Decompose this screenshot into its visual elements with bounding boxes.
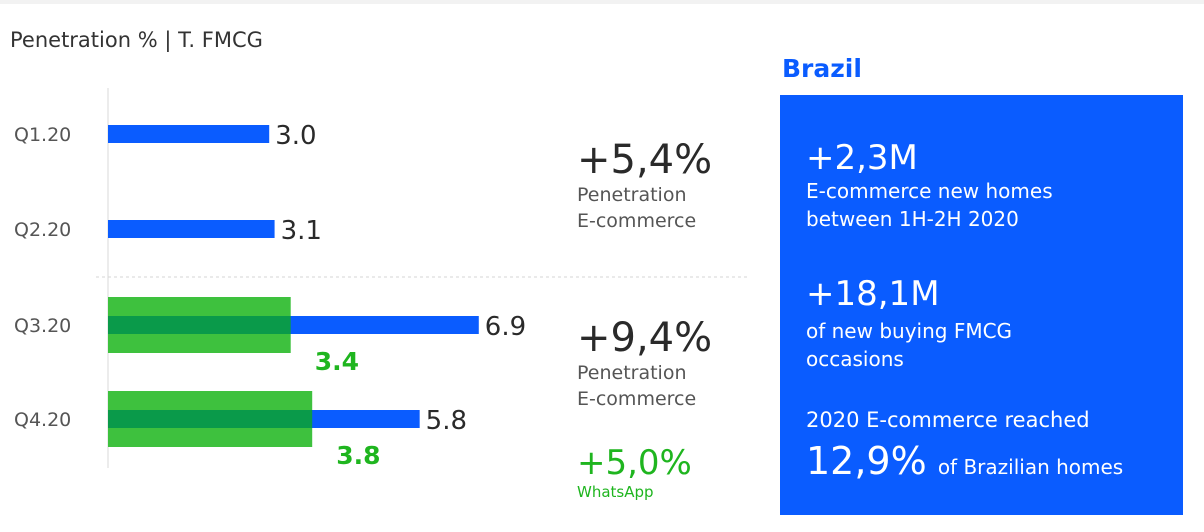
reach-label: 2020 E-commerce reached bbox=[806, 408, 1090, 432]
new-homes-desc-line-1: E-commerce new homes bbox=[806, 179, 1053, 203]
reach-line: 12,9% of Brazilian homes bbox=[806, 439, 1123, 483]
kpi-whatsapp: +5,0% WhatsApp bbox=[577, 444, 692, 502]
category-label: Q3.20 bbox=[14, 315, 71, 337]
penetration-bar-chart: Q1.20 3.0 Q2.20 3.1 Q3.20 6.9 3.4 Q4.20 5.8 3.8 bbox=[14, 88, 748, 470]
kpi-h2-label-1: Penetration bbox=[577, 362, 687, 384]
buying-occasions-desc-line-2: occasions bbox=[806, 347, 904, 371]
ecommerce-bar bbox=[108, 125, 270, 143]
kpi-h2-ecommerce: +9,4% Penetration E-commerce bbox=[577, 316, 712, 412]
chart-title: Penetration % | T. FMCG bbox=[10, 28, 263, 52]
country-title: Brazil bbox=[782, 54, 862, 83]
brazil-summary-panel: +2,3M E-commerce new homes between 1H-2H… bbox=[780, 95, 1183, 515]
kpi-h1-value: +5,4% bbox=[577, 137, 713, 183]
kpi-h2-label-2: E-commerce bbox=[577, 388, 697, 410]
kpi-h1-label-2: E-commerce bbox=[577, 210, 697, 232]
reach-value: 12,9% bbox=[806, 439, 927, 483]
overlap-bar bbox=[108, 316, 291, 334]
ecommerce-value-label: 5.8 bbox=[426, 406, 467, 436]
ecommerce-value-label: 6.9 bbox=[485, 312, 526, 342]
ecommerce-value-label: 3.0 bbox=[275, 121, 316, 151]
whatsapp-value-label: 3.4 bbox=[315, 347, 359, 376]
kpi-whatsapp-label: WhatsApp bbox=[577, 483, 654, 501]
category-label: Q4.20 bbox=[14, 409, 71, 431]
buying-occasions-desc-line-1: of new buying FMCG bbox=[806, 319, 1013, 343]
category-label: Q2.20 bbox=[14, 219, 71, 241]
kpi-whatsapp-value: +5,0% bbox=[577, 443, 692, 483]
reach-tail: of Brazilian homes bbox=[937, 455, 1124, 479]
new-homes-desc-line-2: between 1H-2H 2020 bbox=[806, 207, 1019, 231]
kpi-h2-value: +9,4% bbox=[577, 315, 713, 361]
overlap-bar bbox=[108, 410, 313, 428]
new-homes-stat: +2,3M bbox=[806, 138, 918, 178]
ecommerce-bar bbox=[108, 220, 275, 238]
kpi-h1-label-1: Penetration bbox=[577, 184, 687, 206]
kpi-h1-ecommerce: +5,4% Penetration E-commerce bbox=[577, 138, 712, 234]
top-rule bbox=[0, 0, 1204, 4]
buying-occasions-stat: +18,1M bbox=[806, 274, 940, 314]
whatsapp-value-label: 3.8 bbox=[336, 441, 380, 470]
category-label: Q1.20 bbox=[14, 124, 71, 146]
ecommerce-value-label: 3.1 bbox=[281, 216, 322, 246]
